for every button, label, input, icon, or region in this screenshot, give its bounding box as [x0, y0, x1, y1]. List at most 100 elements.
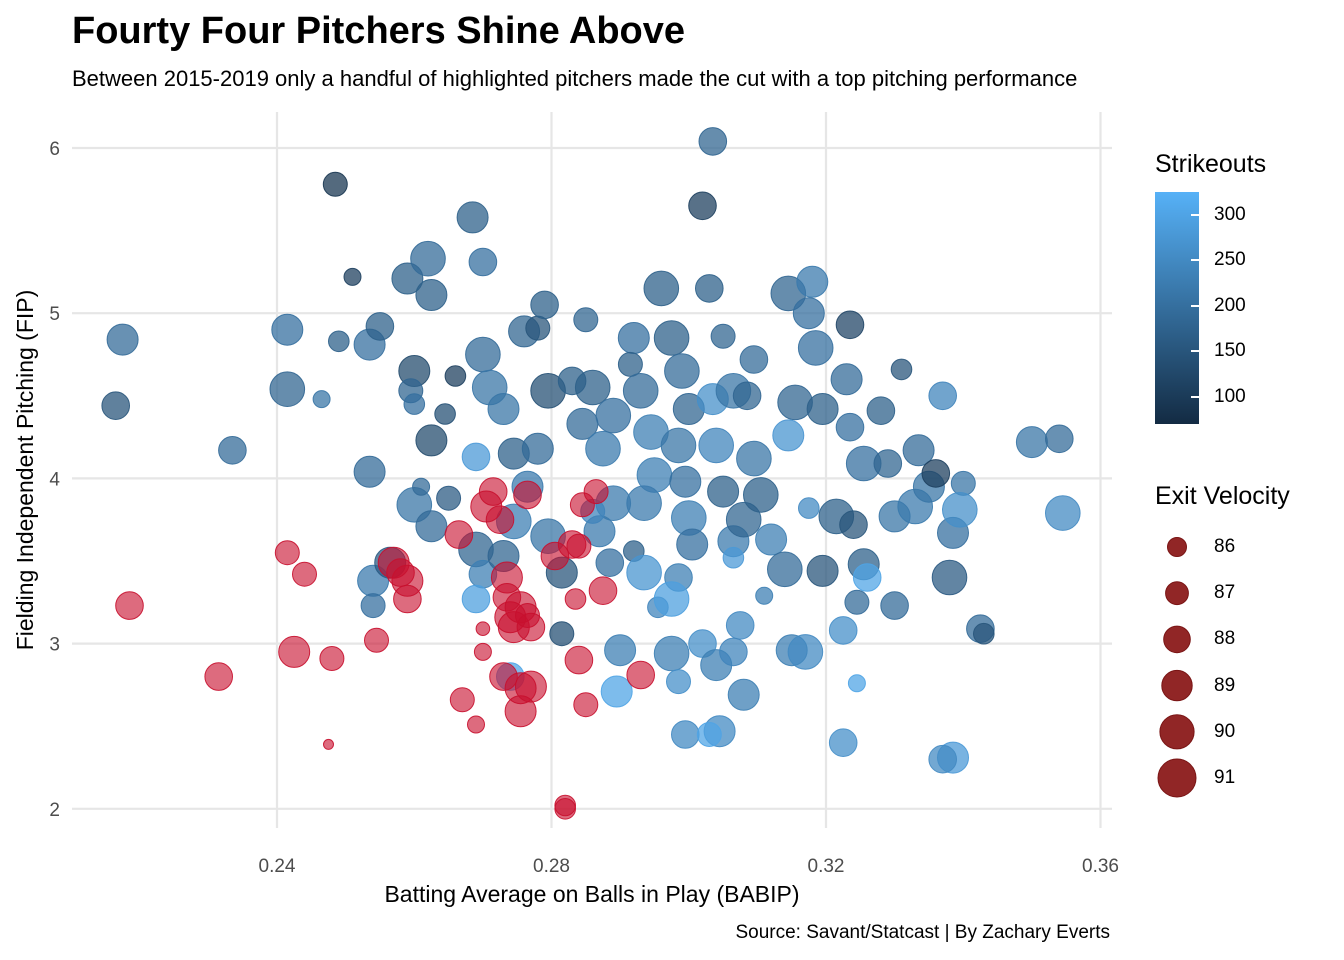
- pitcher-point: [410, 240, 446, 277]
- pitcher-point: [468, 247, 498, 277]
- pitcher-point: [698, 127, 728, 156]
- y-tick-label: 2: [49, 800, 60, 821]
- pitcher-point: [664, 353, 700, 389]
- highlighted-pitcher-point: [323, 738, 334, 750]
- highlighted-pitcher-point: [564, 588, 587, 610]
- exit-velocity-keys: [1157, 537, 1197, 798]
- pitcher-point: [622, 373, 659, 409]
- exit-velocity-key: [1161, 669, 1193, 702]
- highlighted-pitcher-point: [204, 662, 233, 691]
- pitcher-point: [847, 674, 866, 693]
- pitcher-point: [585, 430, 621, 467]
- exit-velocity-label: 87: [1214, 582, 1236, 604]
- pitcher-point: [727, 678, 760, 711]
- pitcher-point: [660, 427, 697, 464]
- pitcher-point: [928, 744, 958, 774]
- pitcher-point: [806, 393, 839, 425]
- x-tick-label: 0.36: [1082, 856, 1119, 877]
- pitcher-point: [902, 434, 935, 467]
- highlighted-pitcher-point: [516, 612, 546, 642]
- pitcher-point: [696, 722, 722, 747]
- pitcher-point: [866, 396, 896, 426]
- y-tick-label: 4: [49, 469, 60, 490]
- colorbar-tick-mark: [1191, 350, 1199, 353]
- pitcher-point: [353, 455, 386, 488]
- highlighted-pitcher-point: [485, 505, 515, 535]
- legend-strikeouts-title: Strikeouts: [1155, 150, 1267, 178]
- x-axis-title: Batting Average on Balls in Play (BABIP): [384, 881, 799, 907]
- y-axis-title: Fielding Independent Pitching (FIP): [12, 290, 38, 651]
- pitcher-point: [792, 297, 825, 330]
- highlighted-pitcher-point: [573, 692, 599, 718]
- colorbar-tick-mark: [1191, 259, 1199, 262]
- pitcher-point: [942, 492, 978, 528]
- highlighted-pitcher-point: [319, 646, 345, 671]
- pitcher-point: [1015, 426, 1048, 459]
- highlighted-pitcher-point: [444, 520, 474, 549]
- highlighted-pitcher-point: [478, 477, 508, 506]
- pitcher-point: [444, 365, 467, 387]
- exit-velocity-label: 88: [1214, 628, 1236, 650]
- pitcher-point: [835, 412, 865, 442]
- chart-title: Fourty Four Pitchers Shine Above: [72, 10, 686, 52]
- pitcher-point: [931, 559, 968, 596]
- strikeouts-colorbar: [1155, 192, 1199, 424]
- pitcher-point: [436, 485, 462, 511]
- pitcher-point: [777, 384, 813, 421]
- pitcher-point: [732, 381, 762, 411]
- pitcher-point: [653, 635, 690, 672]
- pitcher-point: [722, 546, 745, 569]
- colorbar-tick-label: 250: [1214, 249, 1246, 271]
- pitcher-point: [755, 523, 788, 556]
- pitcher-point: [707, 475, 740, 508]
- pitcher-point: [643, 270, 680, 307]
- highlighted-pitcher-point: [393, 584, 422, 614]
- pitcher-point: [328, 330, 350, 353]
- pitcher-point: [312, 390, 331, 409]
- pitcher-point: [415, 424, 448, 457]
- pitcher-point: [573, 307, 599, 333]
- pitcher-point: [106, 323, 139, 356]
- pitcher-point: [525, 315, 551, 341]
- pitcher-point: [595, 397, 632, 434]
- pitcher-point: [360, 593, 386, 619]
- pitcher-point: [549, 621, 575, 647]
- pitcher-point: [755, 586, 774, 605]
- pitcher-point: [698, 427, 735, 464]
- exit-velocity-key: [1157, 758, 1197, 798]
- pitcher-point: [671, 720, 700, 749]
- highlighted-pitcher-point: [566, 533, 592, 559]
- pitcher-point: [666, 669, 691, 695]
- colorbar-tick-label: 150: [1214, 340, 1246, 362]
- pitcher-point: [839, 510, 868, 540]
- pitcher-point: [653, 581, 690, 617]
- pitcher-point: [797, 330, 834, 366]
- pitcher-point: [796, 265, 829, 298]
- pitcher-point: [669, 465, 702, 498]
- chart-caption: Source: Savant/Statcast | By Zachary Eve…: [735, 922, 1110, 943]
- pitcher-point: [365, 312, 395, 341]
- x-tick-label: 0.32: [808, 856, 845, 877]
- exit-velocity-label: 90: [1214, 720, 1236, 742]
- chart-subtitle: Between 2015-2019 only a handful of high…: [72, 66, 1078, 91]
- pitcher-point: [487, 393, 520, 425]
- pitcher-point: [653, 320, 690, 356]
- pitcher-point: [835, 310, 865, 340]
- pitcher-point: [743, 477, 779, 513]
- pitcher-point: [725, 611, 755, 640]
- pitcher-point: [719, 637, 748, 667]
- pitcher-point: [1045, 495, 1081, 531]
- colorbar-tick-label: 300: [1214, 203, 1246, 225]
- pitcher-point: [626, 485, 662, 522]
- pitcher-point: [617, 322, 650, 354]
- pitcher-point: [595, 548, 625, 578]
- highlighted-pitcher-point: [514, 670, 547, 703]
- pitcher-point: [695, 274, 724, 303]
- grid-lines: [72, 112, 1112, 828]
- highlighted-pitcher-point: [473, 642, 492, 661]
- highlighted-pitcher-point: [513, 480, 542, 510]
- data-points: [101, 127, 1081, 820]
- pitcher-point: [530, 290, 559, 320]
- highlighted-pitcher-point: [588, 576, 618, 606]
- pitcher-point: [852, 563, 882, 592]
